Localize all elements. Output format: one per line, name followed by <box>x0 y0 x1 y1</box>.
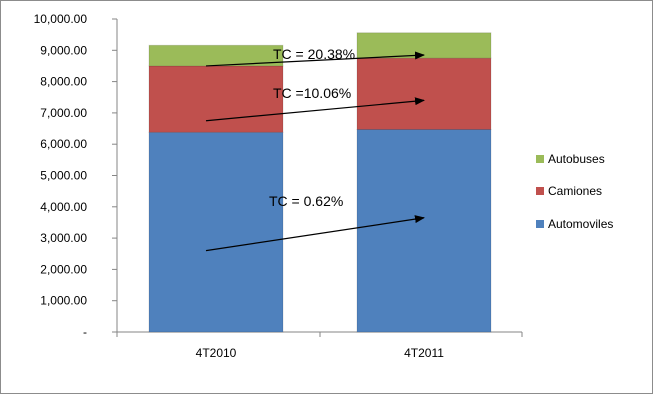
annotation-label: TC =10.06% <box>273 85 351 101</box>
legend-swatch <box>536 187 544 195</box>
legend-swatch <box>536 220 544 228</box>
y-tick-label: 2,000.00 <box>40 262 87 276</box>
x-tick-label: 4T2010 <box>196 346 237 360</box>
bar-segment-camiones <box>357 58 491 129</box>
legend: Autobuses Camiones Automoviles <box>536 152 613 231</box>
bar-segment-automoviles <box>357 129 491 332</box>
y-tick-label: 3,000.00 <box>40 231 87 245</box>
legend-swatch <box>536 155 544 163</box>
x-tick-label: 4T2011 <box>404 346 444 360</box>
y-tick-label: 8,000.00 <box>40 75 87 89</box>
legend-label: Automoviles <box>548 217 613 231</box>
bar-segment-automoviles <box>149 132 283 332</box>
legend-label: Camiones <box>548 184 602 198</box>
annotation-label: TC = 20.38% <box>273 46 355 62</box>
x-axis: 4T2010 4T2011 <box>117 332 522 360</box>
y-axis: - 1,000.00 2,000.00 3,000.00 4,000.00 5,000.0… <box>34 12 117 339</box>
annotation-label: TC = 0.62% <box>269 193 343 209</box>
y-tick-label: - <box>83 325 87 339</box>
y-tick-label: 7,000.00 <box>40 106 87 120</box>
bar-segment-camiones <box>149 66 283 132</box>
legend-label: Autobuses <box>548 152 605 166</box>
y-tick-label: 6,000.00 <box>40 137 87 151</box>
y-tick-label: 1,000.00 <box>40 294 87 308</box>
bar-segment-autobuses <box>357 33 491 58</box>
y-tick-label: 4,000.00 <box>40 200 87 214</box>
bars-group <box>149 33 491 332</box>
y-tick-label: 10,000.00 <box>34 12 88 26</box>
y-tick-label: 5,000.00 <box>40 169 87 183</box>
y-tick-label: 9,000.00 <box>40 43 87 57</box>
